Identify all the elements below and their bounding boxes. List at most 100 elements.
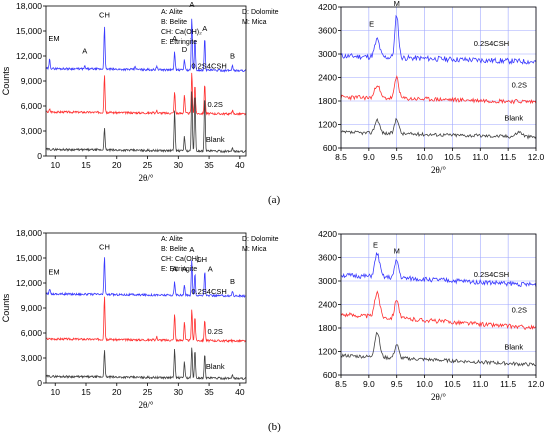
b_left-peak-label: EM (48, 268, 59, 277)
a_left-peak-label: B (230, 52, 235, 61)
a_left-legend-text: M: Mica (242, 19, 267, 26)
a_right-y-tick-label: 1200 (318, 120, 337, 130)
a_left-peak-label: A (172, 34, 177, 43)
b_right-series-line (340, 252, 537, 288)
b_left-y-tick-label: 3,000 (21, 353, 43, 363)
b_right-series-label: 0.2S4CSH (474, 270, 509, 279)
a_right-y-tick-label: 3600 (318, 26, 337, 36)
a_left-x-tick-label: 20 (112, 160, 122, 170)
a_left-legend-text: CH: Ca(OH)₂ (161, 29, 202, 36)
b_left-peak-label: B (230, 277, 235, 286)
b_left-series-line (45, 347, 247, 381)
b_left-x-tick-label: 30 (174, 387, 184, 397)
b_left-y-tick-label: 18,000 (16, 228, 42, 238)
b_right-x-tick-label: 11.0 (472, 379, 488, 389)
a_left-x-tick-label: 25 (143, 160, 153, 170)
b_left-peak-label: A (208, 264, 213, 273)
a_right-x-tick-label: 10.0 (416, 152, 433, 162)
a_left-legend-text: B: Belite (161, 19, 187, 26)
a_left-y-tick-label: 6,000 (21, 101, 43, 111)
b_right-y-tick-label: 2400 (318, 300, 337, 310)
a_right-y-tick-label: 1800 (318, 96, 337, 106)
b_right-series-line (340, 290, 537, 331)
b_right-x-tick-label: 10.5 (444, 379, 461, 389)
a_right-x-tick-label: 11.5 (500, 152, 516, 162)
b_right-peak-label: E (373, 241, 378, 250)
b_right-y-tick-label: 3000 (318, 276, 337, 286)
b_left-axes-frame (45, 232, 247, 384)
b_right-x-tick-label: 10.0 (416, 379, 433, 389)
b_left-y-axis-label: Counts (1, 293, 11, 322)
a_left-peak-label: A (202, 24, 207, 33)
b_right-x-tick-label: 9.5 (391, 379, 403, 389)
b_left-y-tick-label: 15,000 (16, 253, 42, 263)
a_left-peak-label: A (189, 0, 194, 9)
a_left-x-tick-label: 10 (50, 160, 60, 170)
b_left-x-tick-label: 40 (235, 387, 245, 397)
b_left-series-line (45, 257, 246, 299)
b_right-x-tick-label: 11.5 (500, 379, 516, 389)
a_right-peak-label: M (394, 0, 400, 8)
a_right-y-tick-label: 600 (323, 143, 337, 153)
a_left-series-label: Blank (206, 135, 225, 144)
b_left-x-tick-label: 35 (204, 387, 214, 397)
b_left-series-label: Blank (206, 362, 225, 371)
a_left-series-line (45, 91, 247, 154)
b_right-peak-label: M (394, 247, 400, 256)
a_left-peak-label: CH (99, 11, 110, 20)
caption-a: (a) (268, 194, 281, 206)
a_right-x-tick-label: 8.5 (335, 152, 347, 162)
b_left-series-label: 0.2S4CSH (191, 287, 226, 296)
a_right-x-axis-label: 2θ/° (431, 165, 446, 175)
a_left-x-axis-label: 2θ/° (139, 173, 154, 183)
a_left-peak-label: D (182, 45, 188, 54)
b_left-legend-text: A: Alite (161, 236, 183, 243)
b_right-x-tick-label: 12.0 (528, 379, 545, 389)
a_right-series-line (340, 117, 537, 140)
b_left-series-label: 0.2S (208, 327, 223, 336)
a_left-peak-label: A (82, 47, 87, 56)
b_left-legend-text: CH: Ca(OH)₂ (161, 256, 202, 263)
a_right-x-tick-label: 11.0 (472, 152, 488, 162)
a_left-x-tick-label: 30 (174, 160, 184, 170)
b_right-y-tick-label: 3600 (318, 253, 337, 263)
a_right-y-tick-label: 4200 (318, 2, 337, 12)
a_left-peak-label: EM (48, 34, 59, 43)
b_left-peak-label: A (182, 264, 187, 273)
a_left-series-label: 0.2S (208, 100, 223, 109)
a_right-y-tick-label: 2400 (318, 73, 337, 83)
b_left-x-tick-label: 15 (81, 387, 91, 397)
a_right-plot (338, 6, 537, 151)
b_right-series-label: Blank (504, 343, 523, 352)
a_left-legend-text: D: Dolomite (242, 9, 279, 16)
b_left-x-tick-label: 10 (50, 387, 60, 397)
a_left-y-tick-label: 3,000 (21, 126, 43, 136)
a_left-axes-frame (45, 5, 247, 157)
b_left-plot (43, 232, 247, 386)
a_left-y-tick-label: 12,000 (16, 51, 42, 61)
a_right-peak-label: E (369, 20, 374, 29)
b_left-x-axis-label: 2θ/° (139, 400, 154, 410)
a_left-y-tick-label: 0 (37, 151, 42, 161)
a_left-legend-text: A: Alite (161, 9, 183, 16)
b_right-y-tick-label: 1800 (318, 323, 337, 333)
a_right-series-label: 0.2S (512, 80, 527, 89)
b_left-legend-text: B: Belite (161, 246, 187, 253)
b_left-legend-text: D: Dolomite (242, 236, 279, 243)
caption-b: (b) (268, 421, 281, 433)
b_right-y-tick-label: 1200 (318, 347, 337, 357)
b_right-y-tick-label: 4200 (318, 229, 337, 239)
b_left-x-tick-label: 20 (112, 387, 122, 397)
b_left-y-tick-label: 12,000 (16, 278, 42, 288)
a_right-series-label: Blank (504, 114, 523, 123)
a_left-y-axis-label: Counts (1, 66, 11, 95)
a_right-series-line (340, 74, 537, 105)
b_left-y-tick-label: 9,000 (21, 303, 43, 313)
b_right-y-tick-label: 600 (323, 370, 337, 380)
a_left-y-tick-label: 9,000 (21, 76, 43, 86)
a_right-x-tick-label: 10.5 (444, 152, 461, 162)
b_left-legend-text: E: Ettringite (161, 266, 197, 273)
b_left-series-line (45, 296, 247, 344)
b_left-peak-label: A (172, 264, 177, 273)
